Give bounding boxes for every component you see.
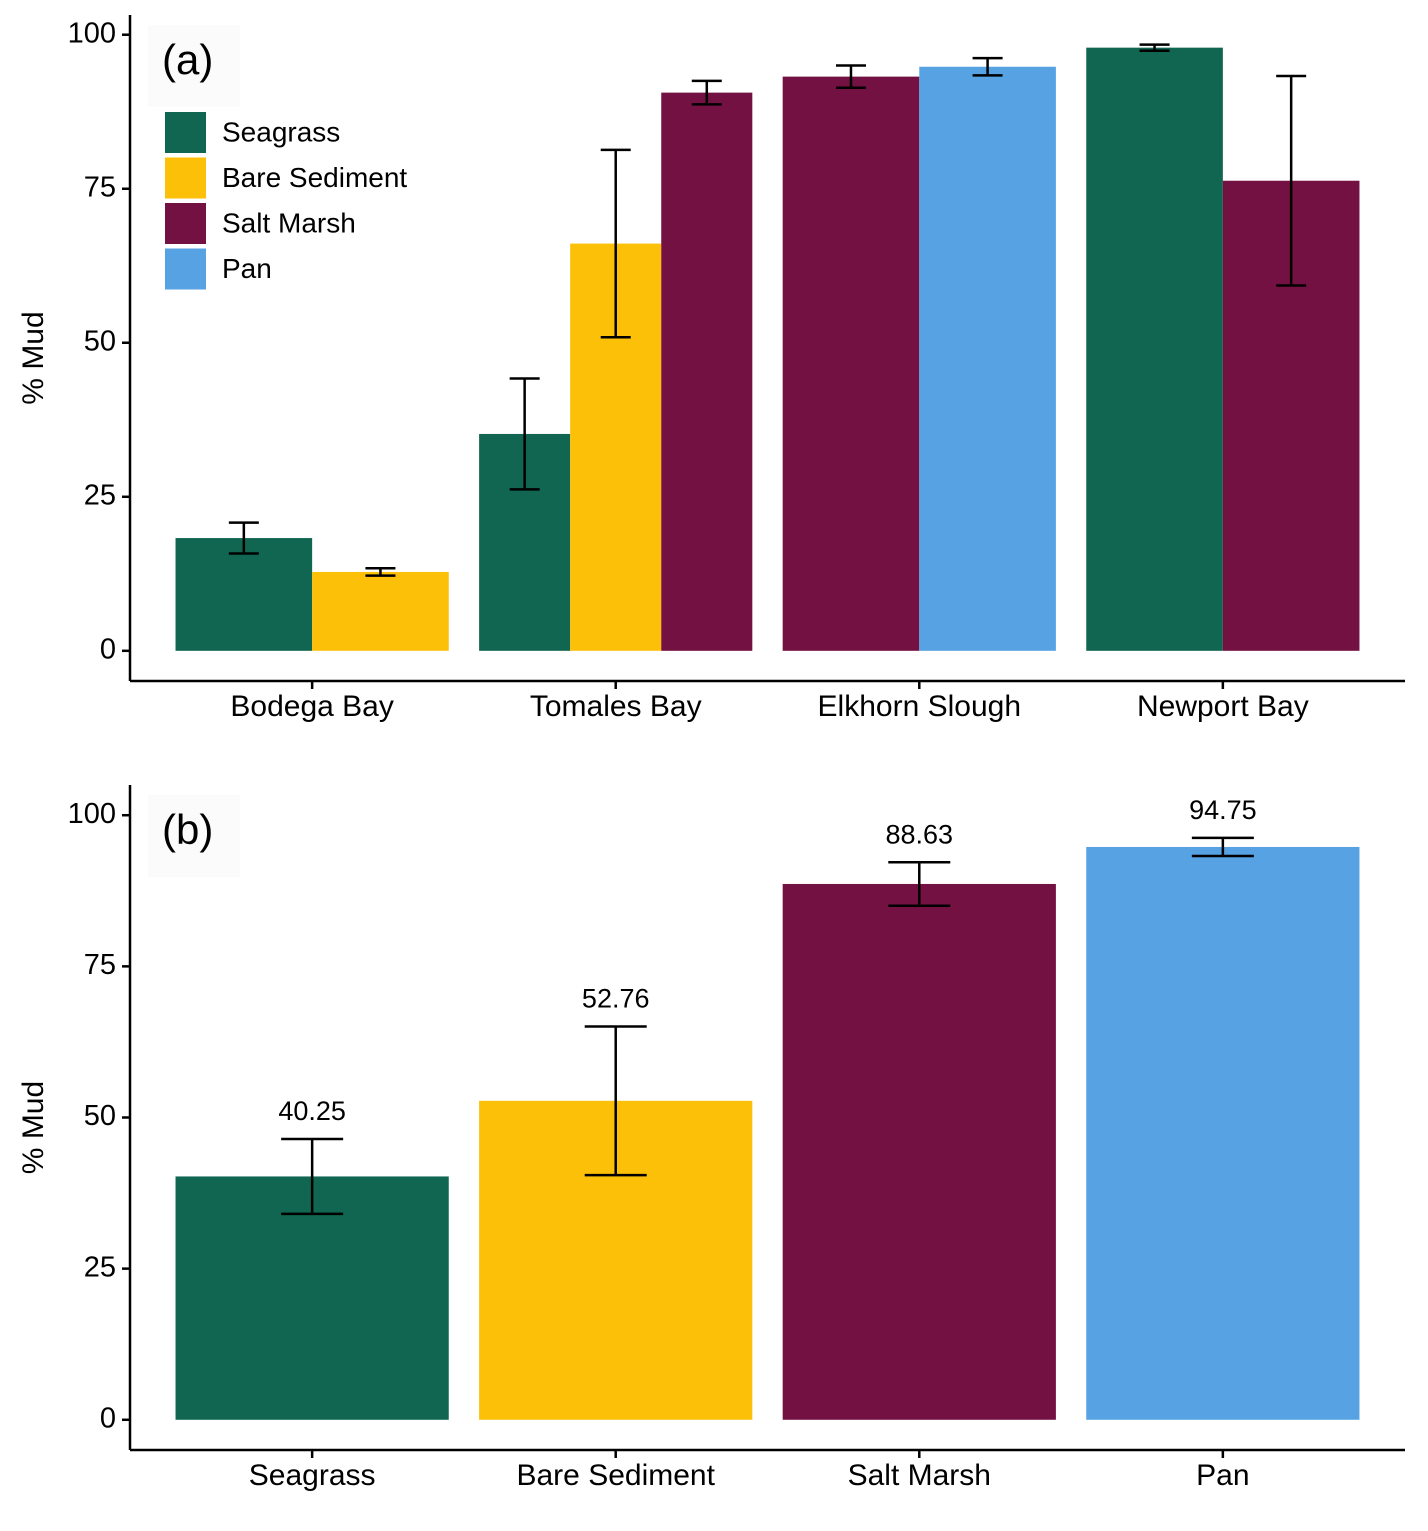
data-label: 94.75 [1189, 795, 1257, 825]
legend-swatch [165, 112, 206, 153]
bar [782, 883, 1056, 1420]
error-bar [691, 79, 722, 106]
bar [1086, 846, 1360, 1420]
annotation-bg [148, 795, 240, 877]
error-bar [972, 56, 1003, 77]
y-tick-label: 75 [84, 949, 116, 981]
data-label: 88.63 [885, 819, 953, 849]
y-tick-label: 25 [84, 1251, 116, 1283]
legend-swatch [165, 203, 206, 244]
y-axis-label: % Mud [17, 311, 50, 404]
annotation-bg [148, 25, 240, 107]
y-tick-label: 25 [84, 479, 116, 511]
error-bar [888, 860, 951, 907]
x-tick-label: Pan [1196, 1459, 1249, 1492]
y-tick-label: 0 [100, 633, 116, 665]
y-axis-label: % Mud [17, 1081, 50, 1174]
error-bar [281, 1137, 344, 1216]
error-bar [1139, 43, 1170, 52]
legend-swatch [165, 157, 206, 199]
x-tick-label: Seagrass [249, 1459, 376, 1492]
error-bar [584, 1025, 647, 1177]
data-label: 52.76 [582, 984, 650, 1014]
x-tick-label: Tomales Bay [530, 690, 702, 723]
y-tick-label: 50 [84, 1100, 116, 1132]
bar [1086, 47, 1223, 651]
legend-swatch [165, 248, 206, 290]
error-bar [1276, 74, 1307, 287]
bar [175, 1176, 449, 1420]
bar [175, 538, 313, 651]
bar [782, 76, 920, 651]
bar [919, 66, 1056, 651]
data-label: 40.25 [278, 1096, 346, 1126]
legend-label: Bare Sediment [222, 162, 407, 193]
y-tick-label: 100 [68, 798, 116, 830]
error-bar [509, 377, 540, 491]
bar [312, 571, 449, 651]
error-bar [835, 64, 866, 89]
legend-label: Seagrass [222, 116, 340, 147]
y-tick-label: 100 [68, 17, 116, 49]
y-tick-label: 50 [84, 325, 116, 357]
x-tick-label: Bare Sediment [516, 1459, 715, 1492]
panel-label: (a) [162, 36, 213, 83]
x-tick-label: Salt Marsh [848, 1459, 991, 1492]
error-bar [228, 521, 259, 555]
error-bar [600, 148, 631, 339]
error-bar [365, 567, 396, 577]
legend-label: Salt Marsh [222, 207, 356, 238]
panel-label: (b) [162, 806, 213, 853]
y-tick-label: 75 [84, 171, 116, 203]
x-tick-label: Newport Bay [1137, 690, 1309, 723]
bar [661, 92, 753, 651]
x-tick-label: Elkhorn Slough [818, 690, 1021, 723]
y-tick-label: 0 [100, 1402, 116, 1434]
legend-label: Pan [222, 253, 272, 284]
error-bar [1191, 836, 1254, 858]
x-tick-label: Bodega Bay [230, 690, 393, 723]
